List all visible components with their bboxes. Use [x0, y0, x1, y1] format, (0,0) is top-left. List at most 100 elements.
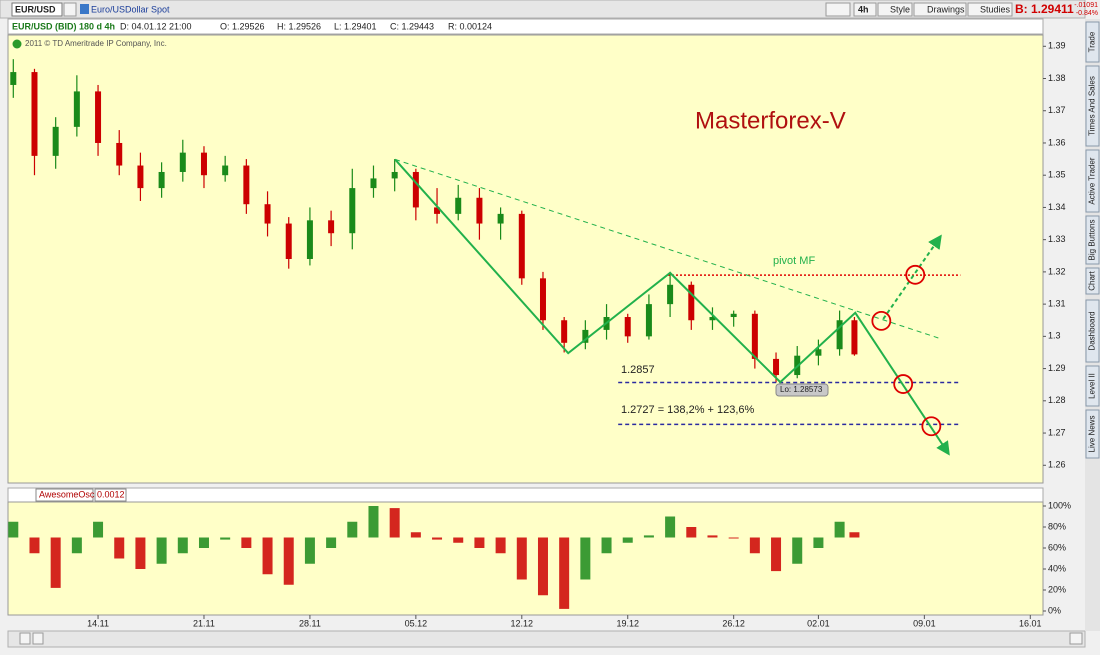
oscillator-bar — [559, 537, 570, 609]
copyright: 2011 © TD Ameritrade IP Company, Inc. — [25, 39, 167, 48]
candle-body — [10, 72, 17, 85]
candle-body — [328, 220, 335, 234]
symbol-description: Euro/USDollar Spot — [91, 4, 170, 14]
side-tab[interactable] — [1085, 267, 1100, 295]
symbol-icon — [80, 4, 89, 14]
candle-body — [200, 152, 207, 176]
oscillator-bar — [453, 537, 464, 543]
drawings-button[interactable] — [913, 2, 967, 17]
candle-body — [306, 220, 313, 259]
osc-tick-label: 20% — [1048, 584, 1066, 594]
candle-body — [561, 320, 568, 343]
bid-price: B: 1.29411 — [1015, 2, 1074, 16]
y-tick-label: 1.27 — [1048, 427, 1066, 437]
side-tab-label: Times And Sales — [1088, 76, 1097, 136]
candle-body — [815, 349, 822, 356]
x-tick-label: 28.11 — [299, 618, 321, 628]
oscillator-bar — [728, 537, 739, 539]
oscillator-bar — [474, 537, 485, 548]
candle-body — [73, 91, 80, 127]
y-tick-label: 1.3 — [1048, 331, 1061, 341]
oscillator-bar — [29, 537, 40, 554]
y-tick-label: 1.33 — [1048, 234, 1066, 244]
oscillator-bar — [771, 537, 782, 572]
oscillator-bar — [156, 537, 167, 564]
candle-body — [264, 204, 271, 224]
osc-tick-label: 0% — [1048, 605, 1061, 615]
timeframe-button[interactable] — [853, 2, 877, 17]
candle-body — [285, 223, 292, 259]
drawings: Drawings — [927, 4, 965, 14]
candle-body — [158, 171, 165, 189]
oscillator-bar — [580, 537, 591, 580]
zoom-button[interactable] — [19, 632, 31, 645]
tool-buttons[interactable] — [825, 2, 851, 17]
oscillator-bar — [495, 537, 506, 554]
oscillator-header — [7, 487, 1044, 503]
x-tick-label: 26.12 — [722, 618, 745, 628]
level1-label: 1.2857 — [621, 364, 655, 376]
oscillator-bar — [834, 521, 845, 538]
oscillator-bar — [50, 537, 61, 588]
candle-body — [688, 284, 695, 321]
target-circle — [921, 416, 942, 437]
zoom-out-button[interactable] — [32, 632, 44, 645]
oscillator-name: AwesomeOscillator — [39, 489, 116, 499]
y-tick-label: 1.32 — [1048, 266, 1066, 276]
side-tab[interactable] — [1085, 299, 1100, 363]
chart-annotation-title: Masterforex-V — [695, 107, 846, 134]
candle-body — [497, 213, 504, 224]
oscillator-bar — [326, 537, 337, 548]
osc-tick-label: 100% — [1048, 500, 1071, 510]
pivot-label: pivot MF — [773, 255, 815, 267]
y-tick-label: 1.39 — [1048, 41, 1066, 51]
side-tab[interactable] — [1085, 21, 1100, 63]
x-tick-label: 09.01 — [913, 618, 936, 628]
oscillator-bar — [813, 537, 824, 548]
side-tab[interactable] — [1085, 149, 1100, 213]
bottom-toolbar — [7, 630, 1086, 648]
x-tick-label: 19.12 — [616, 618, 639, 628]
oscillator-bar — [410, 532, 421, 538]
scroll-button[interactable] — [1069, 632, 1083, 645]
symbol-menu[interactable] — [63, 2, 77, 17]
y-tick-label: 1.26 — [1048, 460, 1066, 470]
candle-body — [349, 188, 356, 234]
side-tab[interactable] — [1085, 215, 1100, 265]
side-tab[interactable] — [1085, 65, 1100, 147]
candle-body — [412, 171, 419, 208]
symbol: EUR/USD — [15, 4, 56, 14]
toolbar — [0, 0, 1086, 19]
oscillator-bar — [792, 537, 803, 564]
style-button[interactable] — [877, 2, 913, 17]
side-tab-label: Level II — [1088, 373, 1097, 399]
oscillator-name-box — [35, 488, 94, 502]
candle-body — [179, 152, 186, 172]
candle-body — [645, 304, 652, 337]
oscillator-bar — [198, 537, 209, 548]
oscillator-bar — [749, 537, 760, 554]
candle-body — [137, 165, 144, 189]
y-tick-label: 1.29 — [1048, 363, 1066, 373]
side-tab[interactable] — [1085, 365, 1100, 407]
candle-body — [391, 171, 398, 179]
candle-body — [836, 320, 843, 350]
symbol-box[interactable] — [11, 2, 63, 17]
oscillator-value-box — [94, 488, 127, 502]
x-tick-label: 02.01 — [807, 618, 830, 628]
target-circle — [905, 264, 926, 285]
candle-body — [95, 91, 102, 143]
target-circle — [893, 374, 914, 394]
studies: Studies — [980, 4, 1011, 14]
side-tab[interactable] — [1085, 409, 1100, 459]
candle-body — [434, 207, 441, 214]
candle-body — [709, 317, 716, 321]
y-tick-label: 1.38 — [1048, 73, 1066, 83]
y-tick-label: 1.36 — [1048, 137, 1066, 147]
candle-body — [31, 72, 38, 156]
oscillator-bar — [114, 537, 125, 559]
low-label: Lo: 1.28573 — [780, 385, 823, 394]
breakout-arrow — [882, 234, 942, 320]
studies-button[interactable] — [967, 2, 1013, 17]
candle-body — [116, 142, 123, 166]
